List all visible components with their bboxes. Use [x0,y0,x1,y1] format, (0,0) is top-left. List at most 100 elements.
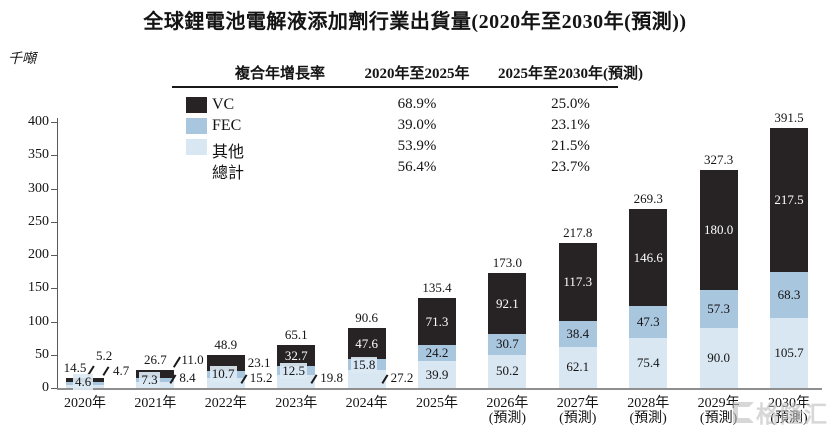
other-value-label: 75.4 [636,354,660,370]
watermark-gelonghui: 格隆汇 [733,395,828,429]
x-axis-forecast-note: (預測) [770,411,808,426]
bar-segment-other [699,328,738,388]
vc-value-label: 146.6 [633,249,663,265]
other-swatch-icon [186,139,207,155]
fec-cagr-2025-2030: 23.1% [551,117,590,133]
watermark-text: 格隆汇 [756,401,828,427]
bar-segment-fec [629,306,668,338]
legend-label-other: 其他 [212,144,245,161]
bar-segment-fec [418,345,456,362]
other-value-label: 27.2 [390,370,414,385]
y-axis-tick [51,155,57,157]
total-value-label: 217.8 [563,225,593,241]
other-value-label: 62.1 [566,359,590,375]
y-axis-tick [51,221,57,223]
y-axis-tick-label: 400 [28,114,49,129]
fec-value-label: 15.8 [350,356,378,373]
legend-header-period2: 2025年至2030年(預測) [498,66,643,82]
y-axis-tick-label: 300 [28,180,49,196]
x-axis-category-label: 2027年 (預測) [546,396,610,426]
vc-value-label: 117.3 [563,274,593,290]
other-value-label: 4.6 [73,374,94,390]
total-value-label: 327.3 [703,152,734,168]
other-value-label: 90.0 [707,350,730,366]
fec-value-label: 38.4 [566,325,590,341]
other-value-label: 8.4 [179,370,196,385]
y-axis-tick-label: 250 [28,213,49,229]
vc-value-label: 92.1 [496,295,519,311]
fec-value-label: 10.7 [209,366,237,383]
total-value-label: 135.4 [422,279,452,295]
x-axis-category-label: 2020年 [64,396,106,411]
bar-segment-fec [699,290,738,329]
other-cagr-2020-2025: 53.9% [397,138,437,154]
legend-header-period1: 2020年至2025年 [364,66,470,82]
fec-value-label: 30.7 [496,336,519,352]
vc-value-label: 47.6 [355,335,378,351]
vc-value-label: 11.0 [181,352,204,368]
other-cagr-2025-2030: 21.5% [551,138,590,154]
vc-value-label: 23.1 [247,355,271,371]
total-value-label: 391.5 [774,109,804,125]
legend-header-rule [172,86,618,88]
total-value-label: 269.3 [633,190,663,206]
other-value-label: 19.8 [320,370,343,385]
vc-value-label: 180.0 [703,222,734,238]
x-axis-forecast-note: (預測) [488,411,527,426]
bar-segment-vc [629,208,668,307]
legend-label-vc: VC [212,96,235,113]
x-axis-category-label: 2028年 (預測) [616,396,680,426]
y-axis-tick [51,122,57,123]
x-axis-forecast-note: (預測) [559,411,597,426]
vc-value-label: 5.2 [96,348,113,364]
fec-cagr-2020-2025: 39.0% [397,117,437,133]
x-axis-category-label: 2025年 [416,396,458,411]
total-value-label: 48.9 [214,337,238,353]
fec-swatch-icon [186,118,207,134]
bar-segment-fec [770,272,808,318]
x-axis-line [57,388,822,390]
other-value-label: 39.9 [425,366,449,382]
y-axis-tick-label: 50 [35,346,49,362]
bar-segment-other [418,361,456,388]
bar-segment-fec [558,321,597,347]
bar-segment-vc [488,272,527,335]
other-value-label: 50.2 [496,363,519,379]
y-axis-tick [51,354,57,356]
bar-segment-vc [770,127,808,273]
bar-segment-other [488,354,527,388]
bar-segment-other [770,317,808,388]
y-axis-unit-label: 千噸 [8,52,36,67]
fec-leader-line [102,366,110,376]
vc-value-label: 71.3 [425,313,449,329]
x-axis-category-label: 2023年 [275,396,318,411]
total-value-label: 14.5 [63,360,87,376]
bar-segment-vc [699,170,738,291]
bar-segment-other [206,377,245,389]
vc-swatch-icon [186,97,207,113]
bar-segment-other [347,369,386,388]
y-axis-tick-label: 0 [42,380,49,395]
total-value-label: 65.1 [284,326,308,342]
other-value-label: 15.2 [249,370,273,385]
bar-segment-vc [418,297,456,346]
legend-header-cagr: 複合年增長率 [234,66,325,82]
bar-segment-fec [488,334,527,355]
vc-value-label: 32.7 [284,347,308,363]
y-axis-tick [51,255,57,256]
y-axis-tick-label: 350 [28,147,49,163]
y-axis-tick [51,388,57,389]
fec-value-label: 24.2 [425,345,449,361]
chart-title: 全球鋰電池電解液添加劑行業出貨量(2020年至2030年(預測)) [143,11,687,33]
x-axis-category-label: 2021年 [134,396,177,411]
vc-value-label: 217.5 [774,191,804,207]
y-axis-line [57,118,58,389]
fec-value-label: 47.3 [636,314,660,330]
legend-label-total: 總計 [212,165,245,182]
x-axis-forecast-note: (預測) [699,411,738,426]
y-axis-tick [51,321,57,323]
fec-value-label: 57.3 [707,301,730,317]
bar-segment-other [629,337,668,388]
x-axis-category-label: 2030年 (預測) [757,396,821,426]
